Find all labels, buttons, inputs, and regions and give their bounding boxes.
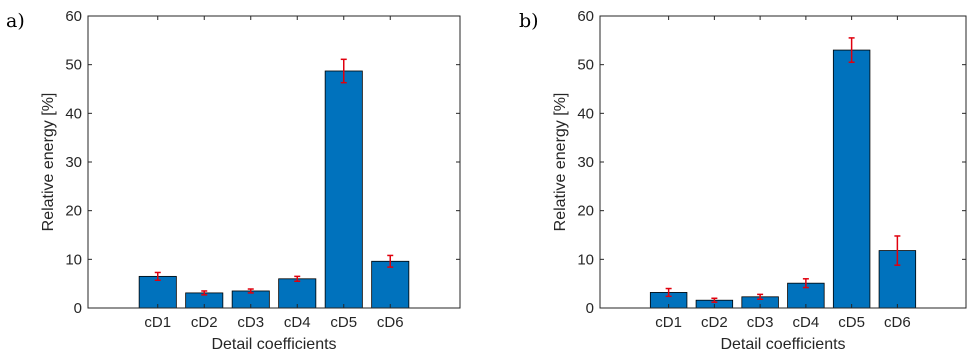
bar-cD6 xyxy=(371,260,410,309)
y-tick-label: 60 xyxy=(577,8,594,25)
error-bar-cD3 xyxy=(247,288,254,294)
chart-panel-b: b) 0 10 20 30 40 50 60 cD1 cD2 cD3 cD4 cD5 cD6 Deta… xyxy=(519,8,967,353)
x-tick-label: cD1 xyxy=(655,314,682,331)
x-tick-label: cD4 xyxy=(284,314,311,331)
errorbar-group xyxy=(154,58,394,296)
error-bar-cD2 xyxy=(711,297,718,303)
y-axis-label: Relative energy [%] xyxy=(552,93,569,232)
bar-cD1 xyxy=(138,275,177,309)
x-ticks: cD1 cD2 cD3 cD4 cD5 cD6 xyxy=(655,16,911,331)
y-tick-label: 10 xyxy=(65,251,82,268)
y-tick-label: 40 xyxy=(577,105,594,122)
x-tick-label: cD6 xyxy=(377,314,404,331)
bar-group xyxy=(649,49,917,309)
error-bar-cD6 xyxy=(387,254,394,268)
bar-group xyxy=(138,70,410,309)
x-tick-label: cD1 xyxy=(144,314,171,331)
error-bar-cD2 xyxy=(201,290,208,296)
y-tick-label: 40 xyxy=(65,105,82,122)
y-axis-label: Relative energy [%] xyxy=(40,93,57,232)
y-tick-label: 20 xyxy=(577,203,594,220)
error-bar-cD4 xyxy=(294,275,301,282)
y-tick-label: 0 xyxy=(586,300,594,317)
error-bar-cD5 xyxy=(848,37,855,63)
error-bar-cD5 xyxy=(340,58,347,84)
y-tick-label: 10 xyxy=(577,251,594,268)
error-bar-cD6 xyxy=(894,235,901,266)
bar-cD5 xyxy=(324,70,363,309)
y-tick-label: 30 xyxy=(577,154,594,171)
bar-cD4 xyxy=(278,278,317,309)
y-tick-label: 30 xyxy=(65,154,82,171)
x-tick-label: cD3 xyxy=(237,314,264,331)
y-ticks: 0 10 20 30 40 50 60 xyxy=(577,8,966,317)
x-tick-label: cD2 xyxy=(701,314,728,331)
y-tick-label: 50 xyxy=(65,57,82,74)
y-ticks: 0 10 20 30 40 50 60 xyxy=(65,8,460,317)
x-tick-label: cD4 xyxy=(793,314,820,331)
x-ticks: cD1 cD2 cD3 cD4 cD5 cD6 xyxy=(144,16,404,331)
x-tick-label: cD6 xyxy=(884,314,911,331)
x-tick-label: cD5 xyxy=(330,314,357,331)
error-bar-cD3 xyxy=(757,293,764,300)
error-bar-cD4 xyxy=(802,278,809,289)
y-tick-label: 60 xyxy=(65,8,82,25)
x-tick-label: cD2 xyxy=(191,314,218,331)
error-bar-cD1 xyxy=(665,287,672,298)
x-axis-label: Detail coefficients xyxy=(211,336,336,353)
y-tick-label: 50 xyxy=(577,57,594,74)
y-tick-label: 0 xyxy=(74,300,82,317)
chart-panel-a: a) 0 10 20 30 40 50 60 cD1 cD2 cD3 cD4 cD5 cD6 Deta… xyxy=(6,8,461,353)
bar-cD5 xyxy=(832,49,871,309)
x-tick-label: cD3 xyxy=(747,314,774,331)
error-bar-cD1 xyxy=(154,271,161,282)
x-tick-label: cD5 xyxy=(838,314,865,331)
panel-label: b) xyxy=(519,10,539,32)
panel-label: a) xyxy=(6,10,25,32)
y-tick-label: 20 xyxy=(65,203,82,220)
errorbar-group xyxy=(665,37,901,303)
x-axis-label: Detail coefficients xyxy=(720,336,845,353)
